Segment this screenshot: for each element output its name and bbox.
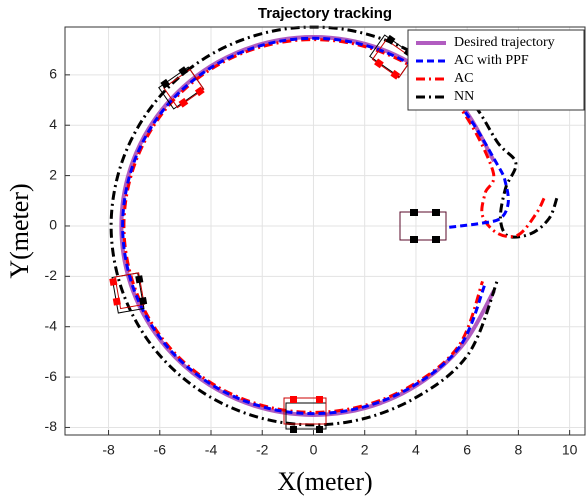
y-tick-label: -6 — [45, 368, 58, 384]
legend-label: Desired trajectory — [454, 35, 555, 50]
y-tick-label: -2 — [45, 267, 58, 283]
x-tick-label: 2 — [361, 442, 369, 458]
series-line — [122, 38, 546, 414]
y-tick-label: -8 — [45, 418, 58, 434]
x-tick-label: -2 — [256, 442, 269, 458]
x-tick-label: -4 — [205, 442, 218, 458]
legend-label: AC — [454, 71, 473, 86]
y-tick-label: 0 — [49, 217, 57, 233]
y-tick-label: -4 — [45, 317, 58, 333]
x-tick-label: 6 — [463, 442, 471, 458]
x-tick-label: -6 — [154, 442, 167, 458]
legend-label: AC with PPF — [454, 53, 529, 68]
y-axis-label: Y(meter) — [5, 183, 34, 278]
legend-label: NN — [454, 89, 474, 104]
y-tick-label: 4 — [49, 116, 57, 132]
x-tick-label: -8 — [102, 442, 115, 458]
plot-frame — [64, 26, 586, 436]
plot-lines — [109, 25, 559, 427]
chart-title: Trajectory tracking — [258, 5, 392, 22]
x-tick-label: 0 — [310, 442, 318, 458]
vehicle — [283, 396, 327, 433]
series-line — [121, 36, 510, 416]
vehicle — [158, 66, 205, 110]
x-tick-label: 10 — [562, 442, 578, 458]
vehicle — [399, 209, 447, 243]
x-axis-label: X(meter) — [277, 467, 372, 496]
vehicle — [109, 272, 148, 314]
legend: Desired trajectory AC with PPF AC NN — [407, 29, 585, 111]
x-tick-label: 4 — [412, 442, 420, 458]
y-tick-label: 6 — [49, 66, 57, 82]
series-line — [109, 25, 559, 427]
x-tick-label: 8 — [515, 442, 523, 458]
y-tick-label: 2 — [49, 166, 57, 182]
